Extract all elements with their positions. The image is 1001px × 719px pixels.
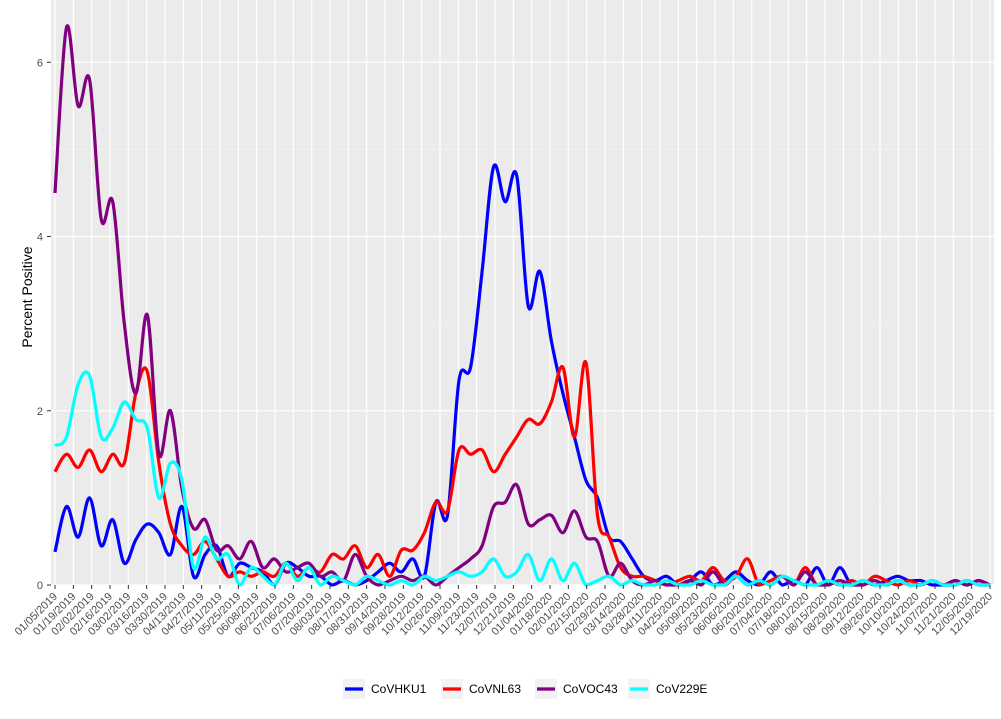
legend-label: CoVHKU1 xyxy=(371,682,427,696)
legend-label: CoVNL63 xyxy=(469,682,521,696)
legend-label: CoV229E xyxy=(656,682,707,696)
y-axis-title: Percent Positive xyxy=(19,246,35,347)
y-tick-label: 2 xyxy=(37,406,43,418)
y-tick-label: 6 xyxy=(37,57,43,69)
legend: CoVHKU1 CoVNL63 CoVOC43 CoV229E xyxy=(343,679,707,699)
y-tick-label: 0 xyxy=(37,580,43,592)
series-line-cov229e xyxy=(54,370,990,587)
y-axis: 0 2 4 6 xyxy=(37,57,51,592)
y-tick-label: 4 xyxy=(37,232,43,244)
plot-panel xyxy=(51,0,994,585)
series-lines xyxy=(53,24,991,587)
legend-label: CoVOC43 xyxy=(563,682,618,696)
x-axis: 01/05/201901/19/201902/02/201902/16/2019… xyxy=(13,585,995,638)
